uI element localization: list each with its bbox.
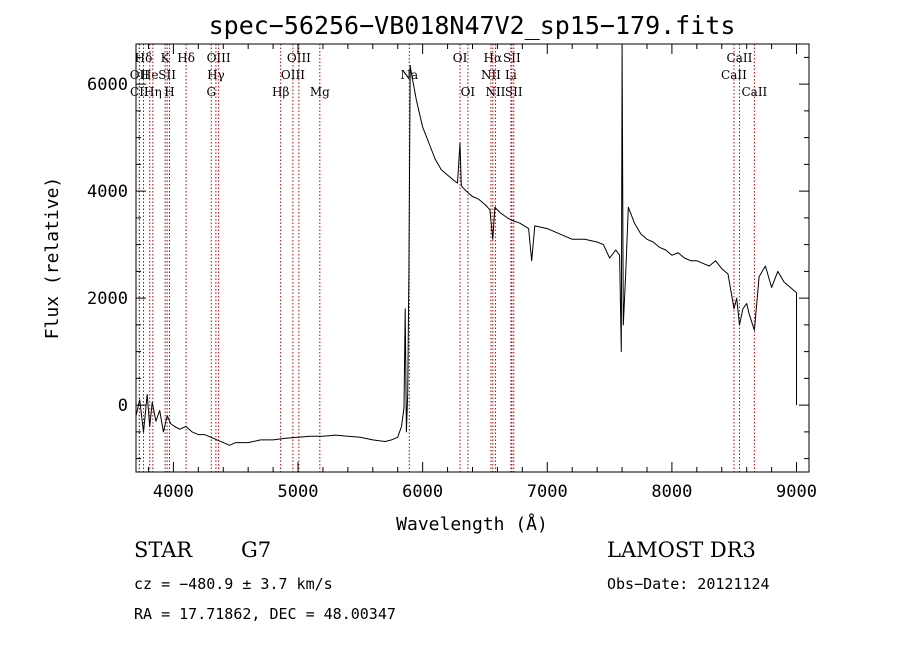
marker-label-8: Hδ	[177, 51, 195, 65]
x-tick-label-1: 5000	[278, 482, 319, 502]
plot-frame	[135, 43, 810, 473]
marker-label-13: OIII	[281, 68, 305, 82]
marker-label-11: G	[206, 85, 216, 99]
marker-label-7: H	[164, 85, 174, 99]
marker-label-3: He	[141, 68, 159, 82]
marker-label-26: CaII	[721, 68, 747, 82]
chart-title: spec−56256−VB018N47V2_sp15−179.fits	[209, 11, 736, 40]
marker-label-22: Li	[505, 68, 517, 82]
marker-label-21: NII	[481, 68, 501, 82]
marker-label-14: Hβ	[272, 85, 289, 99]
marker-label-24: SII	[505, 85, 523, 99]
spectrum-series	[135, 46, 797, 446]
marker-label-25: CaII	[727, 51, 753, 65]
marker-label-6: SII	[158, 68, 176, 82]
series-line-0	[135, 46, 797, 446]
marker-label-1: OII	[130, 68, 150, 82]
spectral-subclass: G7	[241, 538, 272, 562]
marker-label-27: CaII	[741, 85, 767, 99]
marker-label-20: SII	[503, 51, 521, 65]
x-tick-label-2: 6000	[402, 482, 443, 502]
marker-label-15: Mg	[310, 85, 330, 99]
x-axis-label: Wavelength (Å)	[396, 513, 548, 535]
y-tick-label-2: 4000	[87, 182, 128, 202]
axes: 4000 5000 6000 7000 8000 9000 0 2000 4000 6000	[87, 44, 817, 502]
coordinates: RA = 17.71862, DEC = 48.00347	[134, 605, 396, 623]
y-axis-label: Flux (relative)	[42, 177, 63, 340]
redshift-cz: cz = −480.9 ± 3.7 km/s	[134, 575, 333, 593]
marker-label-19: Hα	[484, 51, 503, 65]
survey-label: LAMOST DR3	[607, 538, 756, 562]
marker-label-2: CII	[130, 85, 149, 99]
spectral-class: STAR	[134, 538, 193, 562]
marker-label-23: NII	[485, 85, 505, 99]
marker-label-9: OIII	[207, 51, 231, 65]
y-tick-label-1: 2000	[87, 289, 128, 309]
x-tick-label-5: 9000	[776, 482, 817, 502]
x-tick-label-0: 4000	[153, 482, 194, 502]
marker-label-12: OIII	[287, 51, 311, 65]
marker-label-17: OI	[453, 51, 468, 65]
marker-label-10: Hγ	[207, 68, 225, 82]
marker-label-18: OI	[461, 85, 476, 99]
x-tick-label-4: 8000	[651, 482, 692, 502]
marker-label-4: Hη	[144, 85, 162, 99]
y-tick-label-0: 0	[118, 396, 128, 416]
marker-label-5: K	[161, 51, 171, 65]
x-tick-label-3: 7000	[527, 482, 568, 502]
y-tick-label-3: 6000	[87, 75, 128, 95]
marker-label-16: Na	[400, 68, 418, 82]
observation-date: Obs−Date: 20121124	[607, 575, 770, 593]
